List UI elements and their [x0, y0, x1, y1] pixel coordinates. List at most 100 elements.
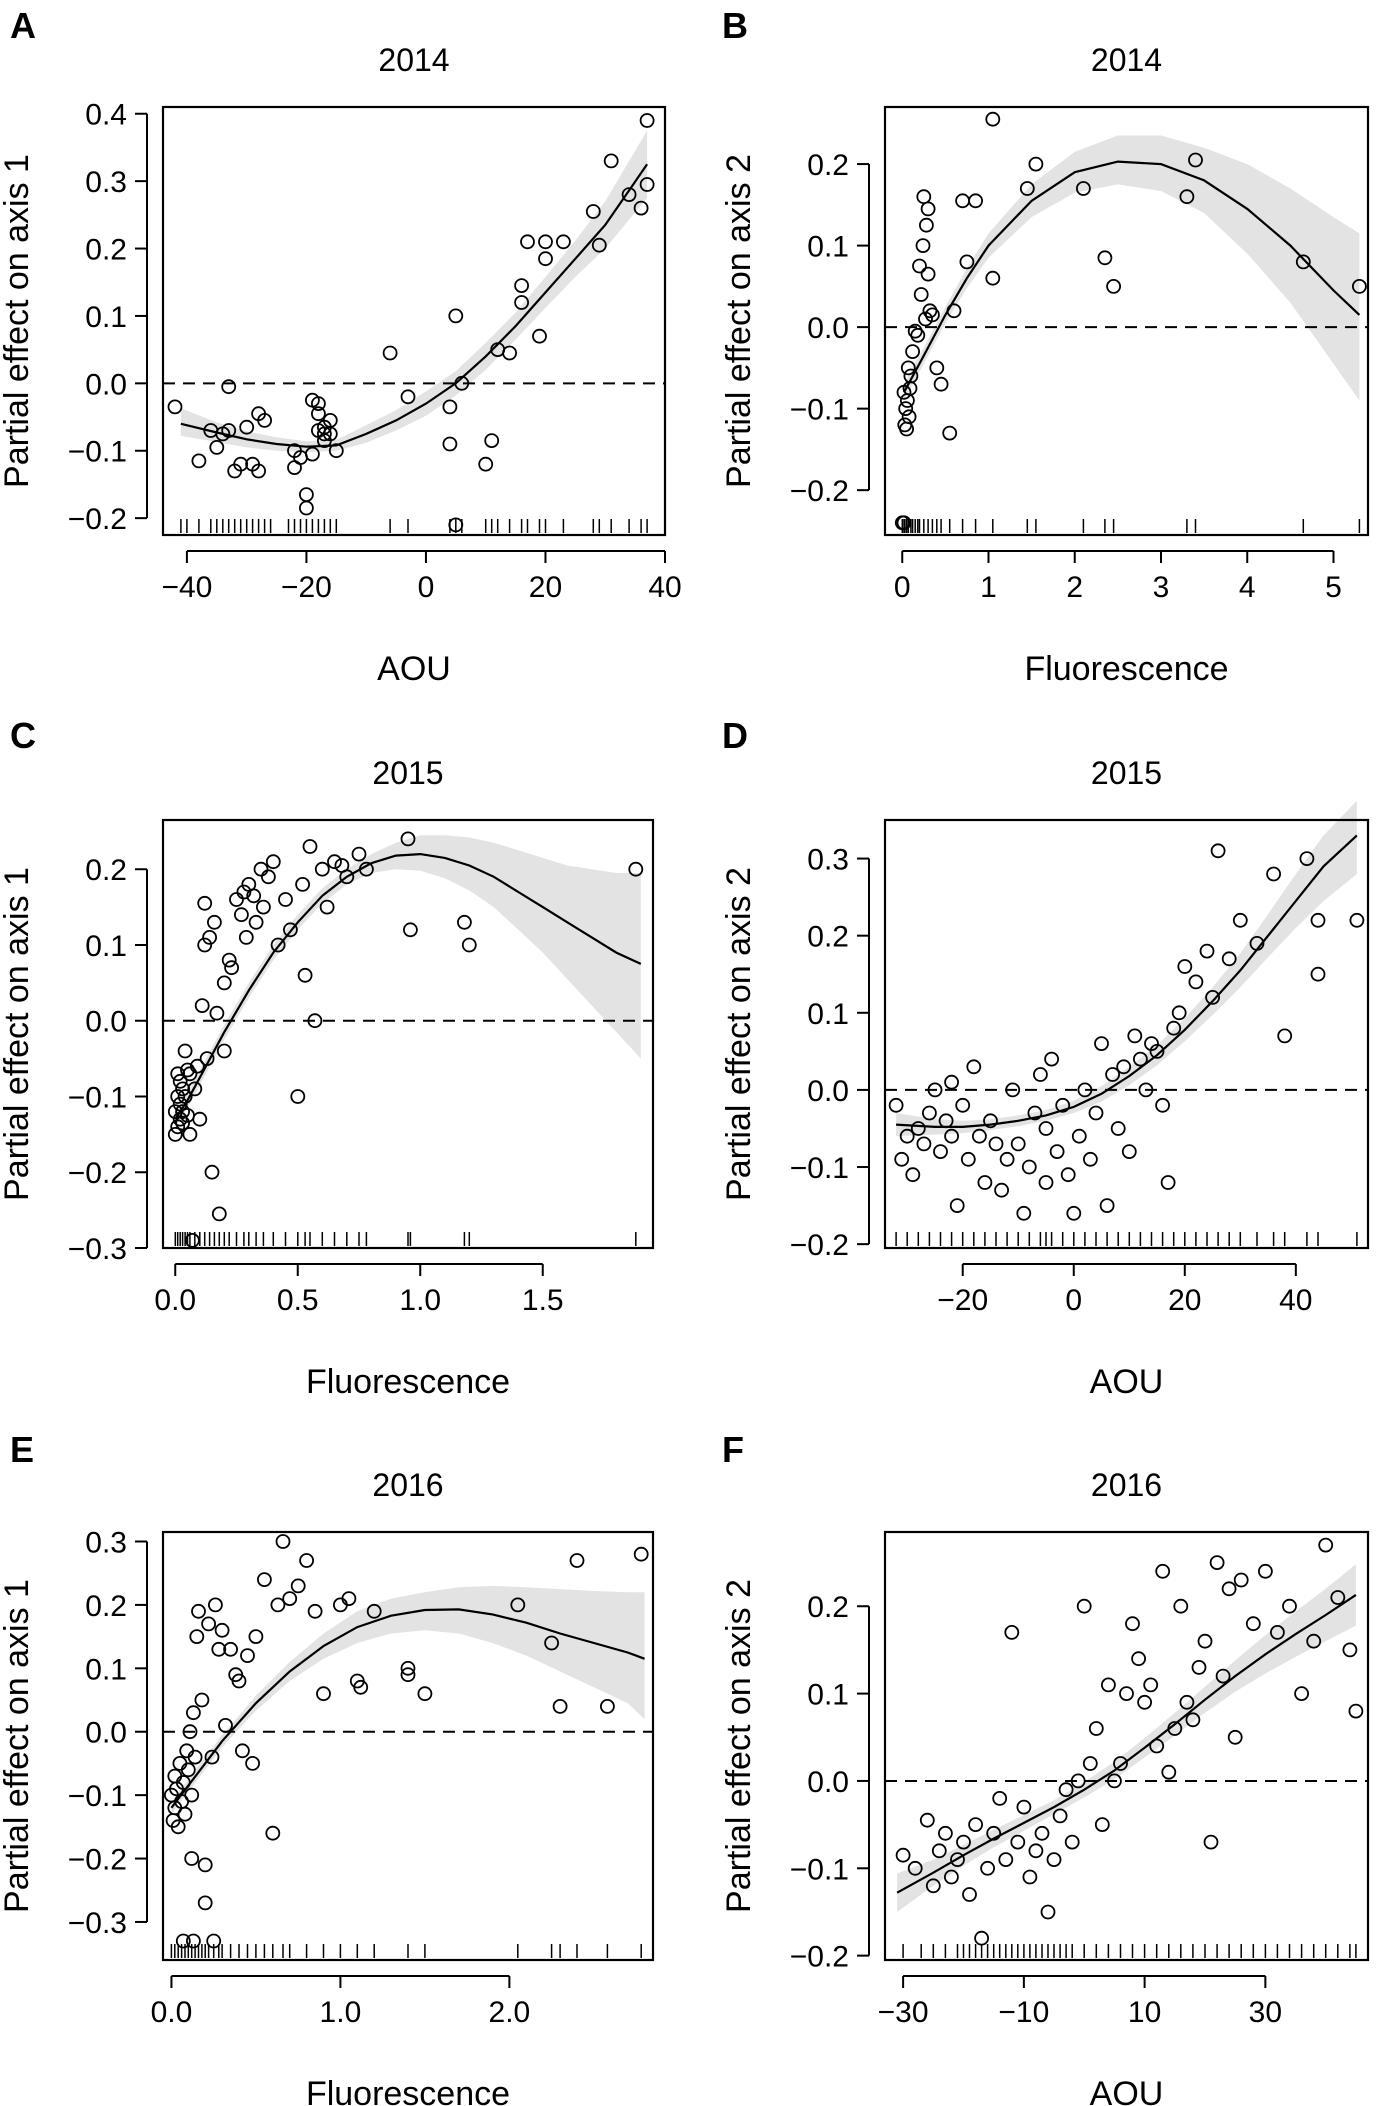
data-point	[925, 307, 940, 323]
data-point	[933, 376, 949, 392]
y-tick-label: 0.0	[807, 1075, 849, 1108]
data-point	[899, 1128, 915, 1144]
data-point	[903, 368, 919, 384]
data-point	[907, 1860, 923, 1876]
data-point	[514, 295, 529, 310]
data-point	[231, 1673, 247, 1689]
data-point	[988, 1136, 1004, 1152]
data-point	[316, 426, 332, 442]
data-point	[290, 1089, 306, 1104]
data-point	[1266, 866, 1281, 882]
data-point	[1185, 1712, 1201, 1728]
data-point	[1173, 1598, 1189, 1614]
data-point	[197, 1857, 213, 1873]
plot-frame	[883, 818, 1370, 1250]
data-point	[275, 1534, 291, 1549]
data-point	[510, 1597, 526, 1613]
data-point	[544, 1635, 559, 1651]
data-point	[297, 967, 313, 983]
data-point	[1116, 1059, 1132, 1075]
data-point	[172, 1073, 188, 1089]
data-point	[314, 861, 330, 877]
data-point	[1210, 843, 1226, 859]
data-point	[204, 1749, 220, 1765]
x-tick-label: −30	[878, 1996, 929, 2029]
data-point	[998, 1852, 1014, 1867]
data-point	[1046, 1852, 1062, 1867]
data-point	[206, 914, 222, 930]
y-tick-label: 0.1	[807, 1679, 849, 1712]
data-point	[1106, 278, 1121, 294]
data-point	[922, 1105, 937, 1121]
data-point	[1022, 1869, 1038, 1885]
data-point	[184, 1851, 200, 1866]
data-point	[919, 1812, 935, 1828]
data-point	[1101, 1677, 1116, 1693]
data-point	[538, 234, 553, 250]
data-point	[1066, 1205, 1082, 1221]
data-point	[603, 153, 619, 169]
data-point	[177, 1089, 193, 1104]
panel-f: F 2016 −30 −10 10 30 AOU −0.2 −0.1 0.0 0.1 0.2 Parti…	[720, 1429, 1370, 2106]
y-tick-label: −0.1	[68, 1081, 127, 1114]
x-tick-label: 5	[1325, 571, 1342, 604]
y-tick-label: −0.1	[68, 1780, 127, 1813]
panel-title: 2016	[1091, 1467, 1162, 1503]
data-point	[1199, 943, 1215, 959]
confidence-band	[171, 1585, 645, 1815]
data-point	[949, 1198, 965, 1213]
data-point	[351, 846, 367, 862]
data-point	[929, 360, 945, 376]
y-tick-label: 0.2	[807, 149, 849, 182]
data-point	[1083, 1151, 1098, 1167]
data-point	[1021, 1159, 1037, 1175]
plot-frame	[883, 1530, 1370, 1962]
data-point	[1205, 990, 1220, 1005]
data-point	[1245, 1616, 1261, 1632]
data-point	[197, 937, 213, 953]
data-point	[353, 1679, 369, 1695]
data-point	[248, 914, 264, 930]
data-point	[256, 1572, 272, 1587]
data-point	[218, 1718, 233, 1733]
data-point	[1107, 1773, 1122, 1789]
data-point	[955, 1097, 971, 1113]
data-point	[170, 1819, 186, 1835]
data-point	[994, 1182, 1009, 1198]
x-tick-label: 2.0	[489, 1996, 531, 2029]
data-point	[1209, 1555, 1225, 1570]
data-point	[278, 892, 293, 907]
data-point	[956, 1834, 971, 1850]
data-point	[1019, 181, 1035, 196]
data-point	[1167, 1721, 1183, 1736]
data-point	[1070, 1773, 1086, 1789]
data-point	[339, 869, 355, 885]
y-tick-label: −0.2	[790, 1229, 849, 1262]
y-tick-label: 0.0	[807, 1766, 849, 1799]
y-tick-label: −0.2	[68, 1157, 127, 1190]
data-point	[1177, 959, 1193, 974]
x-tick-label: 0	[894, 571, 911, 604]
data-point	[400, 389, 416, 405]
data-point	[946, 303, 962, 319]
data-point	[1171, 1005, 1187, 1021]
data-point	[1119, 1686, 1134, 1701]
data-point	[236, 884, 252, 900]
data-point	[400, 1667, 416, 1683]
data-point	[1160, 1175, 1176, 1190]
data-point	[328, 443, 344, 459]
panel-label: B	[722, 5, 748, 46]
x-tick-label: 0.0	[154, 1284, 196, 1317]
x-tick-label: −20	[937, 1284, 988, 1317]
smooth-fit-line	[896, 1593, 1357, 1894]
data-point	[170, 1089, 186, 1104]
panel-title: 2015	[1091, 755, 1162, 791]
data-point	[591, 237, 607, 253]
data-point	[260, 869, 276, 885]
data-point	[192, 1111, 208, 1127]
data-point	[1166, 1020, 1182, 1036]
data-point	[307, 1603, 323, 1619]
data-point	[240, 1648, 255, 1663]
x-tick-label: 0.0	[151, 1996, 193, 2029]
data-point	[1058, 1782, 1074, 1798]
